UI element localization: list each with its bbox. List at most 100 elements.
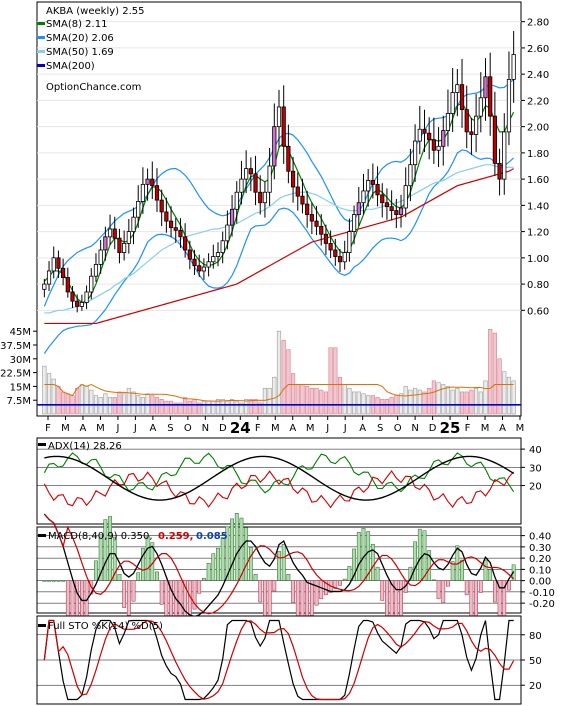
- macd-hist-bar-76: [399, 580, 403, 617]
- volume-bar-73: [384, 398, 390, 415]
- adx-label-swatch: [38, 443, 46, 446]
- macd-hist-bar-24: [155, 571, 159, 581]
- candle-body-58: [314, 220, 319, 227]
- x-month-label-19: S: [377, 423, 383, 434]
- macd-hist-bar-11: [94, 560, 98, 581]
- candle-body-52: [286, 145, 291, 172]
- macd-hist-bar-20: [136, 572, 141, 581]
- adx-tick-label-1: 30: [529, 463, 542, 474]
- candle-body-26: [164, 211, 169, 222]
- volume-bar-94: [483, 380, 488, 415]
- volume-bar-49: [272, 376, 277, 415]
- legend-swatch-sma200: [37, 64, 45, 67]
- candle-body-16: [117, 237, 122, 253]
- macd-hist-bar-15: [112, 536, 117, 581]
- volume-bar-31: [187, 400, 192, 415]
- volume-bar-63: [337, 376, 343, 415]
- volume-bar-37: [215, 398, 221, 415]
- price-tick-label-5: 1.60: [527, 175, 549, 186]
- price-tick-label-0: 0.60: [527, 306, 549, 317]
- ticker-label: AKBA (weekly) 2.55: [46, 6, 145, 17]
- candle-body-11: [93, 263, 99, 277]
- candle-body-20: [136, 201, 141, 218]
- macd-hist-bar-59: [319, 580, 324, 600]
- volume-bar-0: [42, 365, 47, 415]
- candle-body-75: [394, 210, 399, 215]
- sto-k-line: [43, 619, 514, 701]
- candle-body-19: [131, 216, 136, 232]
- candle-body-99: [506, 79, 512, 133]
- candle-body-67: [356, 202, 361, 215]
- macd-hist-bar-58: [314, 580, 319, 606]
- sma200-line: [44, 168, 514, 325]
- volume-bar-97: [497, 358, 502, 415]
- macd-line: [43, 513, 515, 618]
- volume-bar-44: [248, 398, 253, 415]
- macd-hist-bar-14: [108, 516, 112, 581]
- volume-bar-54: [295, 384, 300, 415]
- candle-body-13: [103, 236, 108, 251]
- candles: [42, 30, 516, 313]
- macd-hist-bar-21: [141, 547, 145, 581]
- x-month-label-23: 25: [440, 419, 461, 437]
- macd-hist-bar-96: [492, 580, 497, 603]
- candle-body-85: [441, 130, 446, 147]
- candle-body-46: [258, 191, 263, 204]
- candle-body-83: [431, 139, 436, 151]
- sto-tick-label-2: 80: [529, 631, 542, 642]
- volume-bar-64: [342, 384, 347, 415]
- x-month-label-18: A: [359, 423, 366, 434]
- macd-hist-bar-46: [258, 580, 263, 603]
- volume-bar-95: [488, 329, 493, 415]
- macd-hist-bar-89: [460, 559, 464, 581]
- candle-body-93: [478, 97, 483, 117]
- legend-sma50: SMA(50) 1.69: [46, 47, 114, 58]
- macd-hist-bar-19: [131, 580, 136, 602]
- macd-hist-bar-91: [469, 580, 474, 618]
- macd-hist-bar-52: [286, 574, 291, 581]
- candle-body-35: [206, 261, 211, 268]
- volume-bar-21: [140, 397, 145, 415]
- volume-average-line: [44, 383, 514, 402]
- candle-body-27: [168, 220, 174, 229]
- candle-body-81: [422, 128, 427, 134]
- macd-hist-bar-18: [126, 580, 131, 616]
- macd-signal-line: [43, 513, 515, 615]
- price-tick-label-6: 1.80: [527, 149, 549, 160]
- volume-bar-41: [234, 400, 239, 415]
- adx-tick-label-2: 40: [529, 445, 542, 456]
- candle-body-100: [511, 54, 516, 80]
- volume-bar-4: [61, 391, 66, 415]
- candle-body-55: [300, 195, 305, 205]
- macd-tick-label-4: 0.20: [529, 554, 551, 565]
- candle-body-25: [159, 199, 164, 213]
- volume-bar-71: [375, 397, 380, 415]
- macd-hist-bar-99: [507, 580, 511, 591]
- candle-body-42: [239, 178, 244, 193]
- volume-bar-85: [441, 384, 446, 415]
- volume-bar-30: [183, 397, 188, 415]
- volume-bar-100: [511, 380, 516, 415]
- macd-hist-bar-22: [145, 535, 150, 581]
- macd-hist-bar-3: [56, 580, 61, 582]
- candle-body-59: [319, 225, 324, 235]
- x-month-label-27: M: [516, 423, 525, 434]
- volume-bar-22: [145, 393, 150, 415]
- candle-body-97: [497, 162, 502, 180]
- candle-body-71: [375, 183, 380, 196]
- candle-body-33: [197, 265, 202, 272]
- x-month-label-6: A: [149, 423, 156, 434]
- volume-bar-66: [352, 391, 357, 415]
- watermark: OptionChance.com: [46, 82, 141, 93]
- candle-body-66: [351, 214, 357, 233]
- macd-label-swatch: [38, 534, 46, 537]
- macd-hist-bar-13: [103, 519, 108, 581]
- sto-label-swatch: [38, 624, 46, 627]
- volume-tick-label-5: 45M: [10, 327, 31, 338]
- candle-body-92: [474, 115, 479, 135]
- volume-bar-28: [173, 402, 178, 415]
- x-month-label-16: J: [325, 423, 329, 434]
- volume-bar-56: [305, 386, 310, 415]
- candle-body-45: [253, 173, 258, 193]
